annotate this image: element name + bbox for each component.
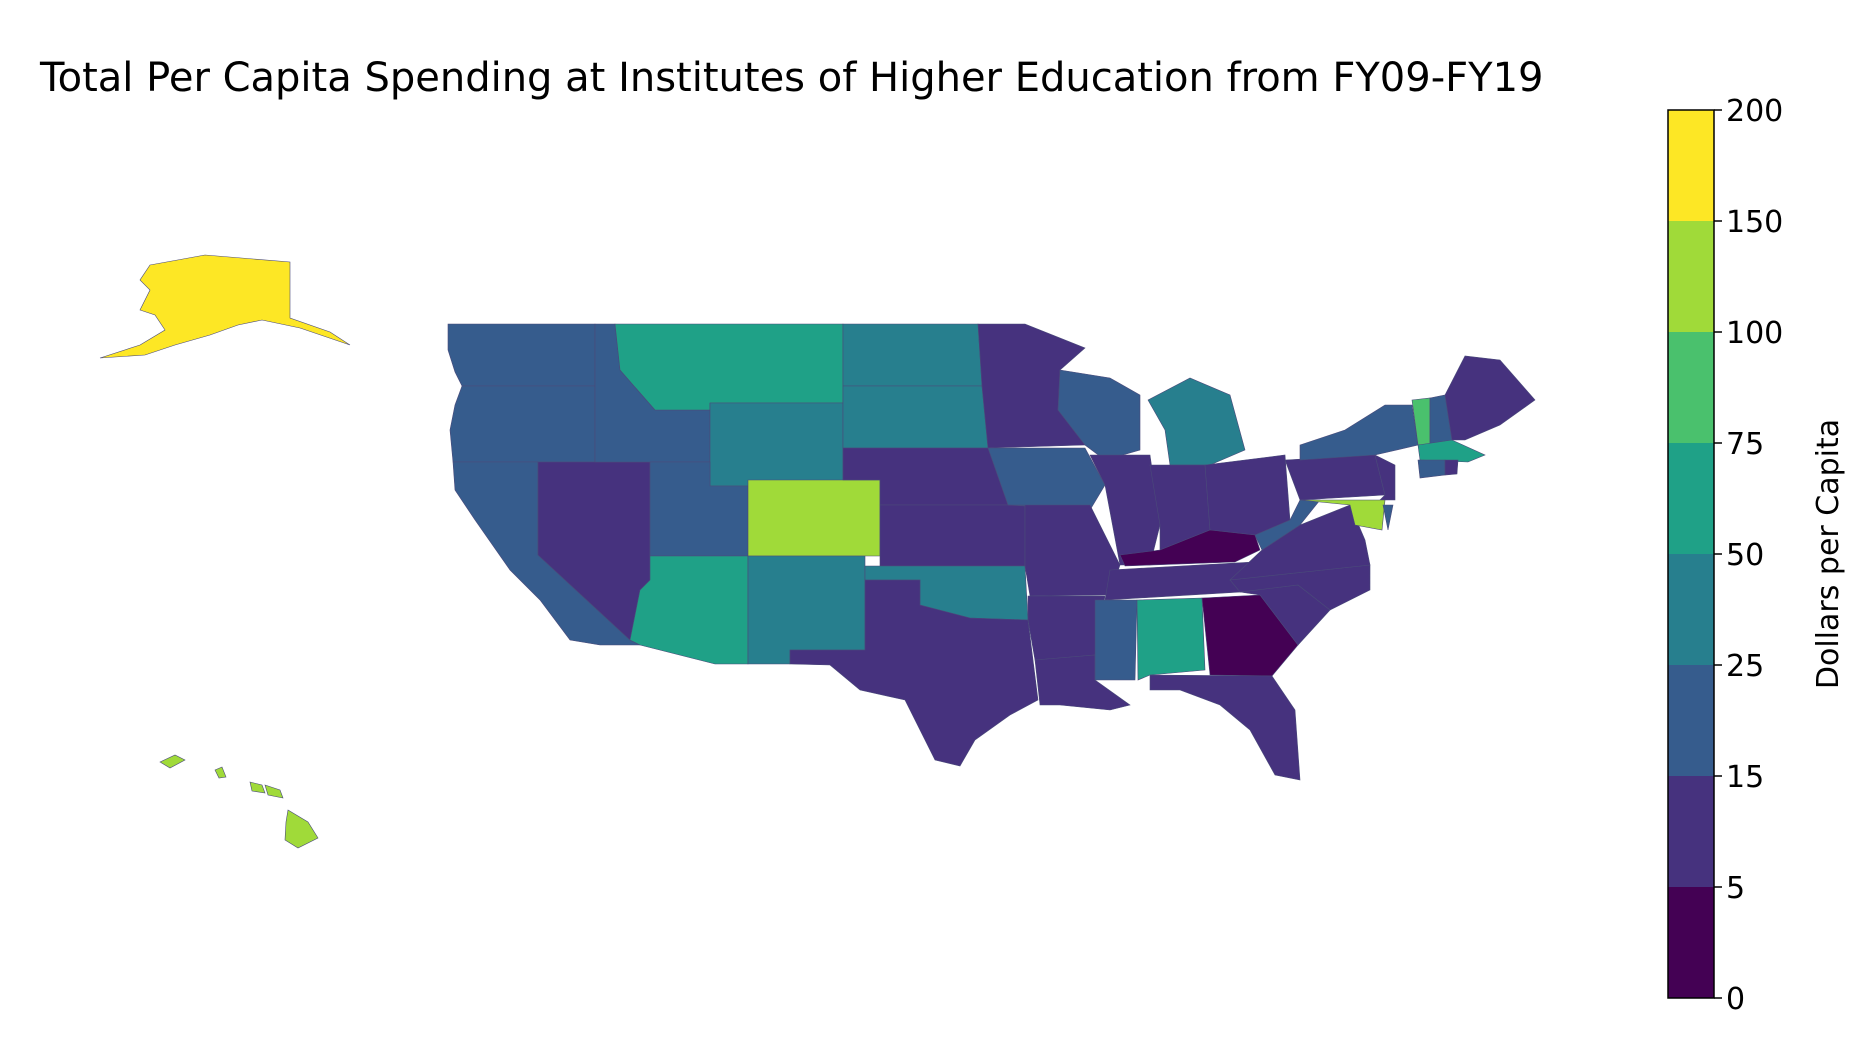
state-georgia — [1201, 594, 1299, 677]
colorbar-tick-label: 150 — [1726, 205, 1783, 240]
map-title: Total Per Capita Spending at Institutes … — [40, 55, 1544, 101]
state-new-york — [1299, 404, 1419, 461]
state-alaska — [99, 254, 351, 359]
colorbar-segment — [1668, 887, 1714, 998]
state-washington — [447, 323, 596, 387]
state-north-dakota — [842, 323, 983, 387]
colorbar-tick-label: 15 — [1726, 760, 1764, 795]
colorbar-tick-label: 50 — [1726, 538, 1764, 573]
state-kentucky — [1119, 529, 1261, 567]
colorbar-segment — [1668, 554, 1714, 665]
colorbar-segment — [1668, 110, 1714, 221]
state-colorado — [747, 479, 881, 557]
state-delaware — [1382, 504, 1394, 531]
state-ohio — [1204, 454, 1291, 536]
state-texas — [789, 579, 1039, 767]
colorbar-segment — [1668, 332, 1714, 443]
state-kansas — [879, 504, 1026, 567]
state-montana — [614, 323, 844, 411]
state-mississippi — [1094, 599, 1138, 681]
colorbar-tick-label: 5 — [1726, 871, 1745, 906]
colorbar: 0 5 15 25 50 75 100 150 200 Dollars per Capita — [1667, 94, 1846, 1017]
state-missouri — [1008, 504, 1121, 597]
state-new-mexico — [747, 555, 866, 665]
state-maine — [1444, 355, 1536, 441]
colorbar-tick-label: 0 — [1726, 982, 1745, 1017]
colorbar-label: Dollars per Capita — [1811, 419, 1846, 689]
colorbar-segment — [1668, 221, 1714, 332]
state-rhode-island — [1444, 459, 1459, 476]
state-florida — [1149, 674, 1301, 781]
colorbar-segment — [1668, 665, 1714, 776]
state-michigan — [1147, 377, 1246, 466]
state-hawaii — [159, 754, 319, 849]
state-oregon — [449, 385, 596, 463]
state-massachusetts — [1417, 439, 1486, 463]
state-wyoming — [709, 402, 844, 487]
state-maryland — [1299, 499, 1386, 531]
colorbar-tick-label: 25 — [1726, 649, 1764, 684]
state-south-dakota — [842, 385, 989, 449]
state-new-jersey — [1374, 454, 1396, 501]
state-arkansas — [1027, 595, 1106, 661]
state-connecticut — [1417, 459, 1446, 479]
colorbar-tick-label: 100 — [1726, 316, 1783, 351]
state-pennsylvania — [1284, 454, 1386, 501]
states-layer — [99, 254, 1536, 849]
state-wisconsin — [1057, 369, 1141, 461]
colorbar-segment — [1668, 776, 1714, 887]
colorbar-segment — [1668, 443, 1714, 554]
colorbar-tick-label: 75 — [1726, 427, 1764, 462]
colorbar-tick-label: 200 — [1726, 94, 1783, 129]
state-iowa — [987, 447, 1106, 511]
state-alabama — [1136, 597, 1206, 681]
